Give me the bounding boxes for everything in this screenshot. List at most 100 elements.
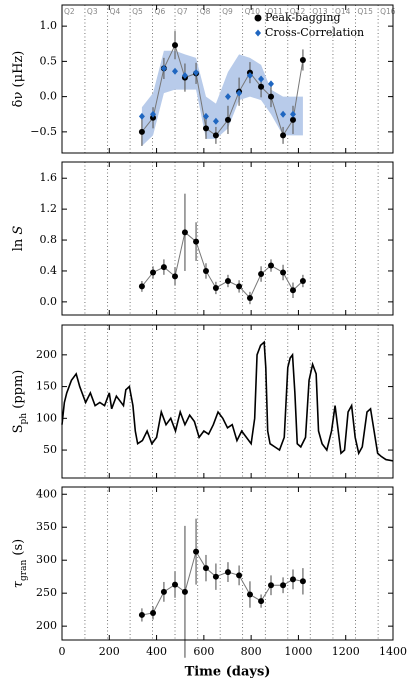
y-tick-label: 200 — [36, 619, 57, 632]
marker — [258, 598, 265, 605]
marker — [246, 71, 253, 79]
marker — [224, 569, 231, 576]
quarter-label: Q9 — [222, 7, 233, 16]
marker — [212, 132, 219, 139]
marker — [138, 112, 145, 120]
y-label-part: δν (μHz) — [11, 51, 26, 108]
y-label-part: (s) — [11, 539, 26, 560]
marker — [172, 67, 179, 75]
marker — [160, 588, 167, 595]
y-tick-label: 100 — [36, 411, 57, 424]
marker — [150, 269, 157, 276]
y-tick-label: 150 — [36, 380, 57, 393]
y-tick-label: 0.5 — [40, 54, 58, 67]
quarter-label: Q10 — [245, 7, 261, 16]
marker — [181, 229, 188, 236]
x-tick-label: 400 — [146, 645, 167, 658]
marker — [150, 114, 157, 121]
marker — [289, 116, 296, 123]
y-label-part: ln — [11, 235, 26, 252]
marker — [258, 75, 265, 83]
marker — [289, 576, 296, 583]
quarter-label: Q5 — [132, 7, 143, 16]
marker — [268, 93, 275, 100]
quarter-label: Q6 — [155, 7, 166, 16]
legend-label: Peak-bagging — [265, 11, 341, 24]
plot-frame — [61, 324, 394, 479]
series-line — [141, 550, 304, 616]
legend-marker — [255, 29, 261, 37]
marker — [246, 295, 253, 301]
marker — [268, 582, 275, 589]
x-tick-label: 1400 — [379, 645, 407, 658]
series-line — [141, 231, 304, 299]
y-axis-label: δν (μHz) — [11, 51, 26, 108]
marker — [280, 132, 287, 139]
marker — [160, 64, 167, 72]
y-tick-label: 1.2 — [40, 202, 58, 215]
marker — [138, 128, 145, 135]
y-tick-label: 300 — [36, 553, 57, 566]
marker — [224, 116, 231, 123]
y-tick-label: 0.0 — [40, 90, 58, 103]
marker — [258, 271, 265, 278]
y-label-part: S — [11, 226, 26, 235]
y-tick-label: 0.4 — [40, 264, 58, 277]
marker — [193, 548, 200, 555]
y-axis-label: τgran (s) — [11, 539, 29, 588]
y-tick-label: −0.5 — [30, 125, 57, 138]
y-tick-label: 1.6 — [40, 171, 58, 184]
quarter-label: Q16 — [380, 7, 396, 16]
marker — [224, 278, 231, 284]
marker — [236, 572, 243, 579]
y-tick-label: 0.0 — [40, 295, 58, 308]
marker — [299, 578, 306, 585]
quarter-label: Q8 — [200, 7, 211, 16]
legend-label: Cross-Correlation — [265, 26, 364, 39]
marker — [202, 565, 209, 572]
marker — [202, 125, 209, 132]
marker — [193, 238, 200, 245]
marker — [202, 267, 209, 274]
marker — [212, 573, 219, 580]
quarter-label: Q4 — [110, 7, 121, 16]
marker — [246, 591, 253, 598]
y-label-part: gran — [19, 560, 29, 581]
marker — [289, 110, 296, 118]
quarter-label: Q3 — [87, 7, 98, 16]
series-line — [141, 43, 304, 137]
quarter-label: Q15 — [357, 7, 373, 16]
uncertainty-band — [141, 50, 303, 146]
legend-marker — [254, 14, 262, 22]
marker — [172, 273, 179, 280]
x-axis-label: Time (days) — [185, 665, 271, 680]
y-label-part: τ — [11, 580, 26, 588]
marker — [193, 69, 200, 77]
marker — [172, 581, 179, 588]
y-tick-label: 250 — [36, 586, 57, 599]
plot-frame — [61, 161, 394, 316]
plot-frame — [61, 486, 394, 641]
marker — [299, 278, 306, 284]
marker — [268, 80, 275, 88]
marker — [181, 588, 188, 595]
marker — [212, 284, 219, 291]
marker — [236, 283, 243, 290]
y-axis-label: Sph (ppm) — [11, 370, 29, 434]
series-line — [61, 340, 394, 462]
quarter-label: Q2 — [64, 7, 75, 16]
y-axis-label: ln S — [11, 226, 26, 252]
quarter-label: Q11 — [267, 7, 283, 16]
y-tick-label: 200 — [36, 348, 57, 361]
y-tick-label: 50 — [43, 443, 57, 456]
y-tick-label: 400 — [36, 487, 57, 500]
marker — [268, 262, 275, 269]
x-tick-label: 1000 — [284, 645, 312, 658]
y-tick-label: 350 — [36, 520, 57, 533]
x-tick-label: 600 — [193, 645, 214, 658]
marker — [280, 582, 287, 589]
x-tick-label: 0 — [59, 645, 66, 658]
marker — [138, 611, 145, 618]
x-tick-label: 800 — [241, 645, 262, 658]
